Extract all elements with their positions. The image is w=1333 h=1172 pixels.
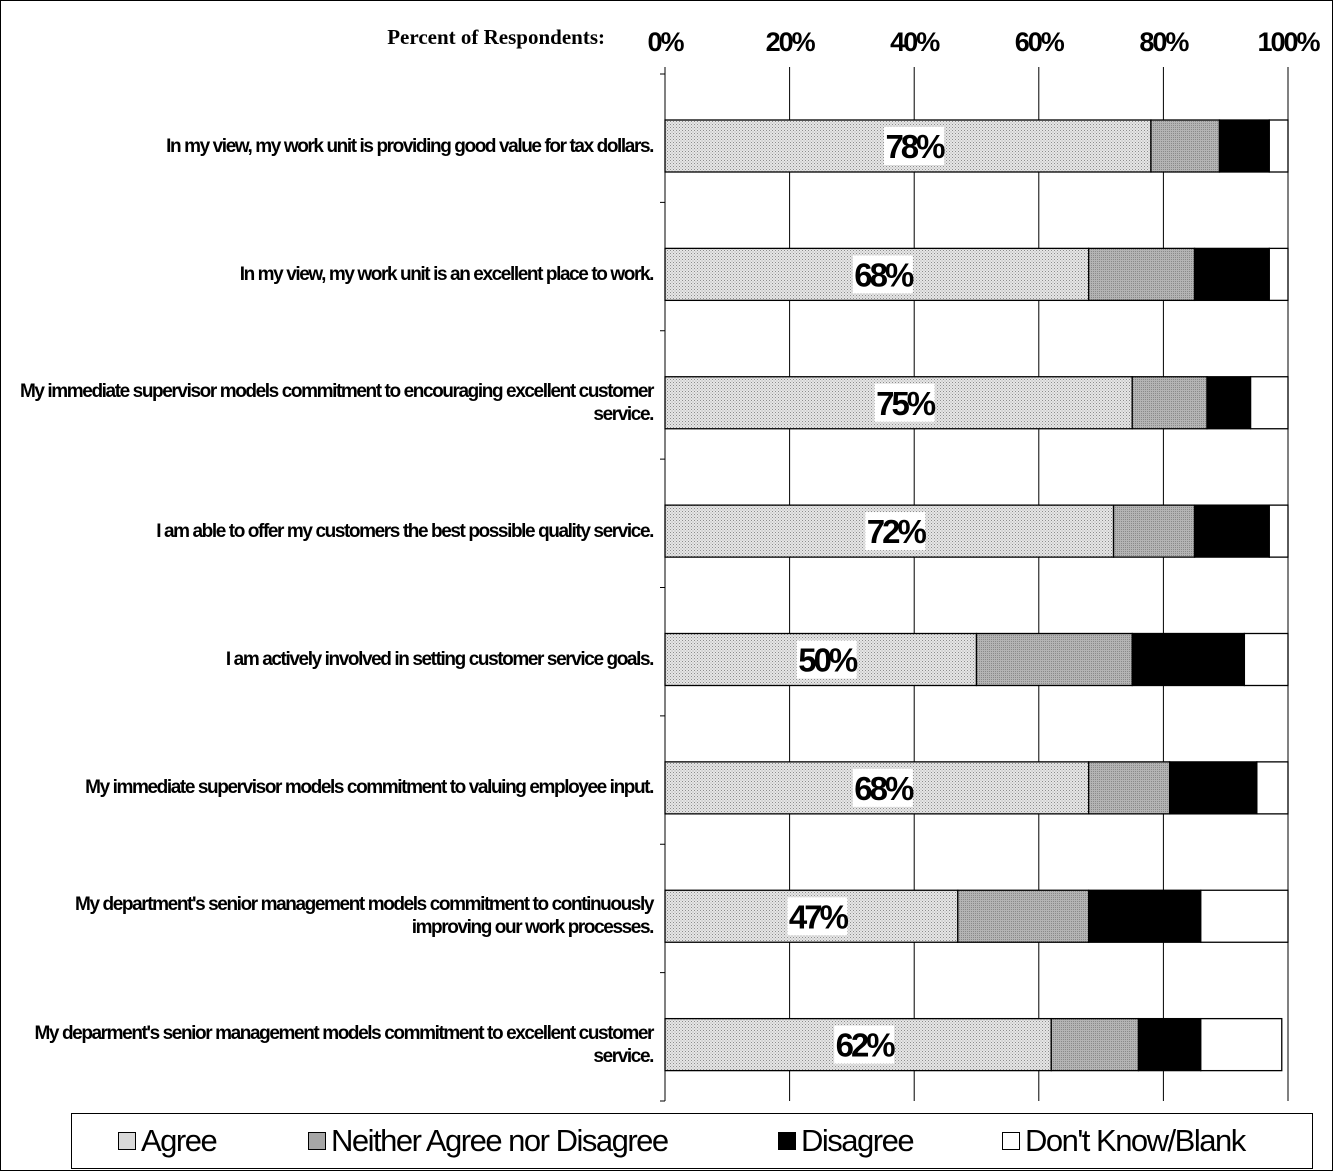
legend: Agree Neither Agree nor Disagree Disagre…	[71, 1113, 1313, 1169]
data-label-bg	[883, 127, 944, 165]
data-label: 68%	[854, 770, 914, 807]
category-label: I am able to offer my customers the best…	[156, 520, 654, 542]
bar-segment	[1268, 504, 1289, 558]
x-tick-label: 20%	[766, 27, 816, 57]
neither-swatch-icon	[308, 1132, 326, 1150]
data-label-bg	[852, 768, 913, 807]
bar-segment	[1087, 761, 1171, 815]
data-label: 75%	[876, 385, 936, 422]
bar-segment	[1137, 1017, 1202, 1072]
bar-segment	[1200, 889, 1289, 943]
legend-item-agree: Agree	[118, 1123, 218, 1159]
data-label-bg	[834, 1025, 895, 1064]
category-label: In my view, my work unit is providing go…	[166, 135, 654, 157]
bar-segment	[1168, 761, 1258, 815]
data-label-bg	[852, 255, 913, 294]
data-label-bg	[865, 512, 926, 551]
dont-know-swatch-icon	[1002, 1132, 1020, 1150]
x-tick-label: 80%	[1139, 27, 1189, 57]
data-label-bg	[874, 383, 935, 422]
bar-segment	[1087, 889, 1202, 943]
bar-segment	[1206, 376, 1252, 430]
bar-segment	[1256, 761, 1289, 815]
bar-segment	[1268, 119, 1289, 173]
data-label: 78%	[885, 128, 945, 165]
data-label-bg	[787, 897, 848, 936]
bar-segment	[1243, 632, 1289, 687]
category-label: I am actively involved in setting custom…	[225, 649, 654, 670]
bar-segment	[957, 889, 1090, 943]
data-label: 50%	[798, 642, 858, 679]
bar-segment	[1200, 1017, 1283, 1072]
category-label: My deparment's senior management models …	[34, 1022, 654, 1067]
x-tick-label: 100%	[1257, 27, 1320, 57]
bar-segment	[1150, 119, 1221, 173]
data-label: 68%	[854, 256, 914, 293]
bar-segment	[975, 632, 1133, 687]
data-label-bg	[796, 640, 857, 679]
legend-item-dont-know: Don't Know/Blank	[1002, 1123, 1246, 1159]
legend-label: Neither Agree nor Disagree	[331, 1123, 669, 1158]
legend-label: Disagree	[801, 1123, 915, 1158]
bar-segment	[1050, 1017, 1140, 1072]
x-tick-label: 0%	[647, 27, 684, 57]
data-label: 72%	[867, 513, 927, 550]
agree-swatch-icon	[118, 1132, 136, 1150]
data-label: 62%	[836, 1027, 896, 1064]
bar-segment	[1131, 376, 1208, 430]
data-label: 47%	[789, 898, 849, 935]
bar-segment	[1087, 247, 1196, 302]
axis-title: Percent of Respondents:	[387, 25, 605, 49]
x-tick-label: 40%	[890, 27, 940, 57]
bar-segment	[1249, 376, 1289, 430]
legend-label: Agree	[141, 1123, 218, 1158]
legend-item-neither: Neither Agree nor Disagree	[308, 1123, 669, 1159]
bar-segment	[1112, 504, 1196, 558]
bar-segment	[1268, 247, 1289, 302]
legend-item-disagree: Disagree	[778, 1123, 915, 1159]
category-label: My department's senior management models…	[75, 894, 654, 939]
bar-segment	[1131, 632, 1246, 687]
disagree-swatch-icon	[778, 1132, 796, 1150]
category-label: In my view, my work unit is an excellent…	[239, 263, 655, 285]
bar-segment	[1193, 504, 1270, 558]
legend-label: Don't Know/Blank	[1025, 1123, 1246, 1158]
bar-segment	[1218, 119, 1270, 173]
x-tick-label: 60%	[1015, 27, 1065, 57]
category-label: My immediate supervisor models commitmen…	[19, 380, 654, 425]
bar-segment	[1193, 247, 1270, 302]
category-label: My immediate supervisor models commitmen…	[85, 777, 654, 799]
